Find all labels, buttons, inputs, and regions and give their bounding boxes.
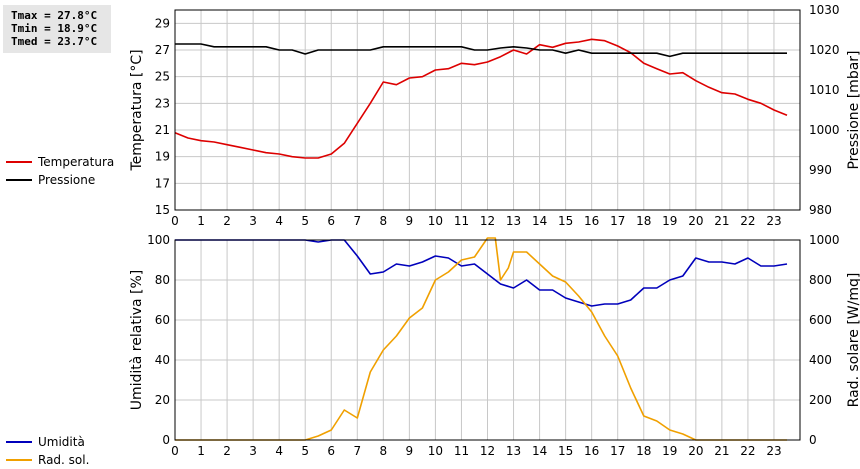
x-tick-label: 8 — [380, 444, 388, 458]
x-tick-label: 10 — [428, 214, 443, 228]
x-tick-label: 8 — [380, 214, 388, 228]
x-tick-label: 18 — [636, 444, 651, 458]
x-tick-label: 2 — [223, 444, 231, 458]
y-left-tick-label: 17 — [155, 176, 170, 190]
x-tick-label: 13 — [506, 214, 521, 228]
x-tick-label: 15 — [558, 214, 573, 228]
x-tick-label: 18 — [636, 214, 651, 228]
legend-item-umidita: Umidità — [6, 433, 89, 451]
x-tick-label: 0 — [171, 444, 179, 458]
legend-item-pressione: Pressione — [6, 171, 114, 189]
x-tick-label: 0 — [171, 214, 179, 228]
x-tick-label: 20 — [688, 214, 703, 228]
x-tick-label: 19 — [662, 214, 677, 228]
x-tick-label: 23 — [766, 214, 781, 228]
x-tick-label: 5 — [301, 214, 309, 228]
x-tick-label: 17 — [610, 444, 625, 458]
x-tick-label: 9 — [406, 214, 414, 228]
legend-label-pressione: Pressione — [38, 173, 96, 187]
x-tick-label: 16 — [584, 214, 599, 228]
x-tick-label: 22 — [740, 444, 755, 458]
y-right-tick-label: 400 — [809, 353, 832, 367]
x-tick-label: 16 — [584, 444, 599, 458]
x-tick-label: 19 — [662, 444, 677, 458]
legend-swatch-umidita — [6, 441, 32, 443]
x-tick-label: 11 — [454, 214, 469, 228]
x-tick-label: 7 — [353, 444, 361, 458]
y-left-tick-label: 15 — [155, 203, 170, 217]
y-left-tick-label: 23 — [155, 96, 170, 110]
x-tick-label: 23 — [766, 444, 781, 458]
y-right-tick-label: 800 — [809, 273, 832, 287]
y-left-axis-label: Temperatura [°C] — [129, 49, 145, 171]
plot-frame — [174, 239, 801, 441]
y-right-tick-label: 1020 — [809, 43, 840, 57]
y-right-tick-label: 0 — [809, 433, 817, 447]
x-tick-label: 14 — [532, 444, 547, 458]
stats-box: Tmax = 27.8°C Tmin = 18.9°C Tmed = 23.7°… — [3, 5, 111, 53]
y-left-tick-label: 80 — [155, 273, 170, 287]
legend-top: Temperatura Pressione — [6, 153, 114, 189]
x-tick-label: 14 — [532, 214, 547, 228]
series-line-temperatura — [174, 38, 788, 159]
x-tick-label: 12 — [480, 214, 495, 228]
x-tick-label: 21 — [714, 214, 729, 228]
y-right-tick-label: 1000 — [809, 123, 840, 137]
legend-label-umidita: Umidità — [38, 435, 85, 449]
y-left-tick-label: 25 — [155, 70, 170, 84]
x-tick-label: 17 — [610, 214, 625, 228]
y-right-tick-label: 1010 — [809, 83, 840, 97]
x-tick-label: 22 — [740, 214, 755, 228]
x-tick-label: 4 — [275, 214, 283, 228]
x-tick-label: 10 — [428, 444, 443, 458]
x-tick-label: 4 — [275, 444, 283, 458]
x-tick-label: 7 — [353, 214, 361, 228]
x-tick-label: 3 — [249, 444, 257, 458]
legend-item-temperatura: Temperatura — [6, 153, 114, 171]
tmax-text: Tmax = 27.8°C — [11, 9, 98, 22]
y-left-axis-label: Umidità relativa [%] — [129, 270, 145, 411]
x-tick-label: 9 — [406, 444, 414, 458]
y-right-tick-label: 200 — [809, 393, 832, 407]
y-right-tick-label: 980 — [809, 203, 832, 217]
y-left-tick-label: 20 — [155, 393, 170, 407]
tmin-text: Tmin = 18.9°C — [11, 22, 98, 35]
x-tick-label: 21 — [714, 444, 729, 458]
legend-label-temperatura: Temperatura — [38, 155, 115, 169]
y-right-tick-label: 990 — [809, 163, 832, 177]
x-tick-label: 5 — [301, 444, 309, 458]
y-left-tick-label: 100 — [147, 233, 170, 247]
x-tick-label: 1 — [197, 444, 205, 458]
series-line-umidita — [175, 239, 788, 307]
series-line-pressione — [175, 43, 787, 58]
x-tick-label: 20 — [688, 444, 703, 458]
tmed-text: Tmed = 23.7°C — [11, 35, 98, 48]
y-left-tick-label: 27 — [155, 43, 170, 57]
y-right-tick-label: 1000 — [809, 233, 840, 247]
y-left-tick-label: 29 — [155, 16, 170, 30]
x-tick-label: 15 — [558, 444, 573, 458]
y-right-tick-label: 600 — [809, 313, 832, 327]
y-right-tick-label: 1030 — [809, 3, 840, 17]
legend-swatch-pressione — [6, 179, 32, 181]
plot-frame — [174, 9, 801, 211]
x-tick-label: 3 — [249, 214, 257, 228]
y-left-tick-label: 60 — [155, 313, 170, 327]
y-left-tick-label: 21 — [155, 123, 170, 137]
x-tick-label: 6 — [327, 444, 335, 458]
x-tick-label: 2 — [223, 214, 231, 228]
x-tick-label: 11 — [454, 444, 469, 458]
y-right-axis-label: Pressione [mbar] — [846, 50, 860, 169]
y-left-tick-label: 0 — [162, 433, 170, 447]
y-right-axis-label: Rad. solare [W/mq] — [846, 273, 860, 408]
x-tick-label: 1 — [197, 214, 205, 228]
legend-swatch-temperatura — [6, 161, 32, 163]
x-tick-label: 12 — [480, 444, 495, 458]
y-left-tick-label: 19 — [155, 150, 170, 164]
y-left-tick-label: 40 — [155, 353, 170, 367]
x-tick-label: 13 — [506, 444, 521, 458]
x-tick-label: 6 — [327, 214, 335, 228]
